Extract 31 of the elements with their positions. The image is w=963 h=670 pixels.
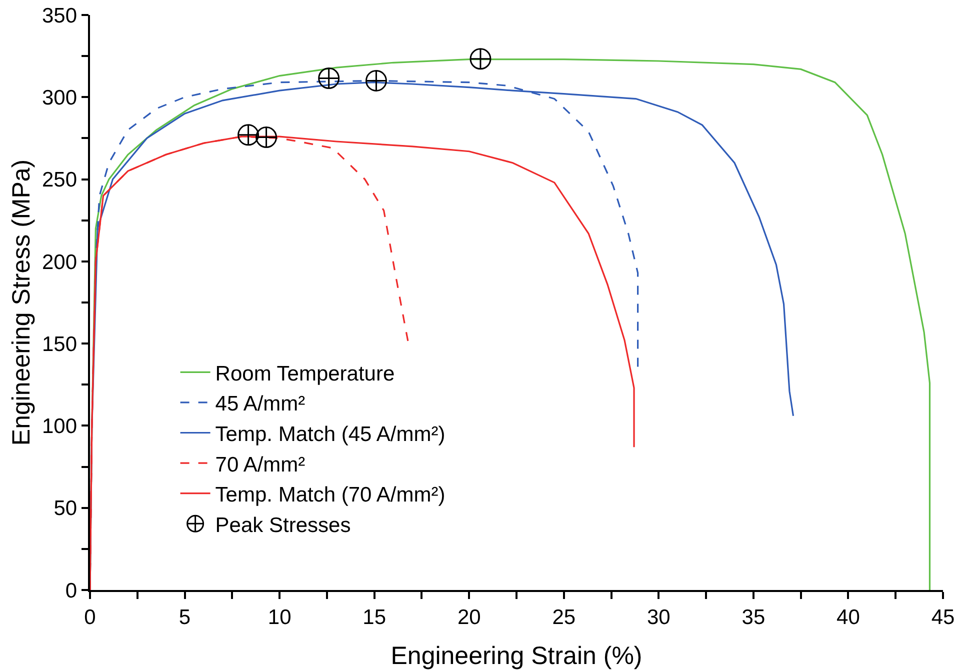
y-tick-label: 100: [42, 415, 78, 438]
legend-label: Temp. Match (45 A/mm²): [215, 422, 446, 446]
x-tick-label: 10: [268, 606, 292, 629]
legend-label: 45 A/mm²: [215, 392, 306, 416]
point: [365, 70, 387, 92]
legend-label: Room Temperature: [215, 362, 395, 386]
x-tick-label: 15: [362, 606, 386, 629]
x-tick-label: 35: [742, 606, 766, 629]
point: [318, 68, 340, 89]
y-tick-label: 0: [65, 579, 78, 602]
x-tick-label: 30: [646, 606, 670, 629]
y-tick-label: 150: [42, 332, 78, 356]
legend-label: Peak Stresses: [215, 514, 351, 537]
x-tick-label: 20: [457, 606, 481, 629]
y-tick-label: 350: [42, 4, 78, 28]
y-tick-label: 250: [42, 168, 78, 192]
y-tick-label: 200: [42, 250, 78, 274]
legend-label: 70 A/mm²: [215, 453, 306, 476]
x-tick-label: 0: [84, 606, 96, 629]
y-tick-label: 300: [42, 86, 78, 110]
legend-label: Temp. Match (70 A/mm²): [215, 484, 446, 507]
y-tick-label: 50: [54, 497, 78, 520]
point: [238, 124, 260, 146]
x-tick-label: 45: [931, 606, 955, 629]
y-axis-title: Engineering Stress (MPa): [8, 159, 36, 446]
point: [256, 126, 278, 148]
x-tick-label: 25: [552, 606, 576, 629]
x-tick-label: 40: [836, 606, 860, 629]
point: [470, 48, 492, 70]
x-axis-title: Engineering Strain (%): [390, 642, 642, 670]
x-tick-label: 5: [178, 606, 191, 629]
